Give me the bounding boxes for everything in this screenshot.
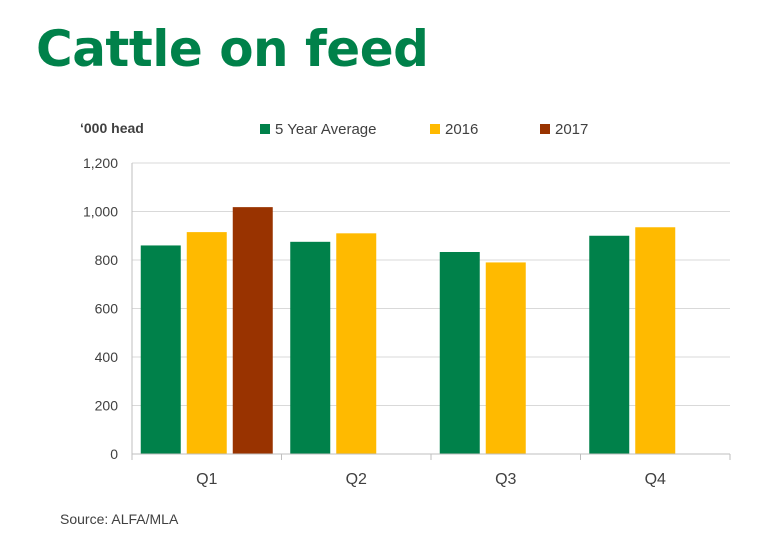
bar-5-year-average-q3 — [439, 251, 480, 454]
bar-2017-q1 — [232, 207, 273, 454]
y-tick-label: 200 — [95, 398, 119, 414]
bar-5-year-average-q4 — [589, 235, 630, 454]
axes: 0 200 400 600 800 1,000 1,200 Q1 Q2 Q3 Q4 — [83, 155, 731, 488]
bar-5-year-average-q2 — [290, 241, 331, 454]
y-tick-label: 0 — [110, 446, 118, 462]
bar-2016-q4 — [635, 227, 676, 454]
y-axis-label: ‘000 head — [80, 120, 144, 136]
x-tick-label: Q3 — [495, 471, 516, 488]
gridlines — [132, 162, 730, 406]
x-tick-label: Q2 — [346, 471, 367, 488]
bar-2016-q2 — [336, 233, 377, 454]
y-tick-label: 1,200 — [83, 155, 118, 171]
legend: 5 Year Average 2016 2017 — [260, 121, 588, 138]
page-title: Cattle on feed — [36, 20, 429, 78]
bar-5-year-average-q1 — [140, 245, 181, 454]
x-tick-label: Q4 — [645, 471, 666, 488]
y-tick-label: 1,000 — [83, 204, 118, 220]
source-note: Source: ALFA/MLA — [60, 511, 179, 527]
legend-swatch — [540, 124, 550, 134]
legend-label: 2016 — [445, 121, 478, 138]
y-tick-label: 600 — [95, 301, 119, 317]
legend-label: 2017 — [555, 121, 588, 138]
bar-2016-q1 — [186, 232, 227, 454]
y-tick-label: 400 — [95, 349, 119, 365]
legend-swatch — [260, 124, 270, 134]
y-tick-label: 800 — [95, 252, 119, 268]
legend-label: 5 Year Average — [275, 121, 376, 138]
bars — [140, 207, 676, 454]
legend-swatch — [430, 124, 440, 134]
x-tick-label: Q1 — [196, 471, 217, 488]
bar-2016-q3 — [485, 262, 526, 454]
